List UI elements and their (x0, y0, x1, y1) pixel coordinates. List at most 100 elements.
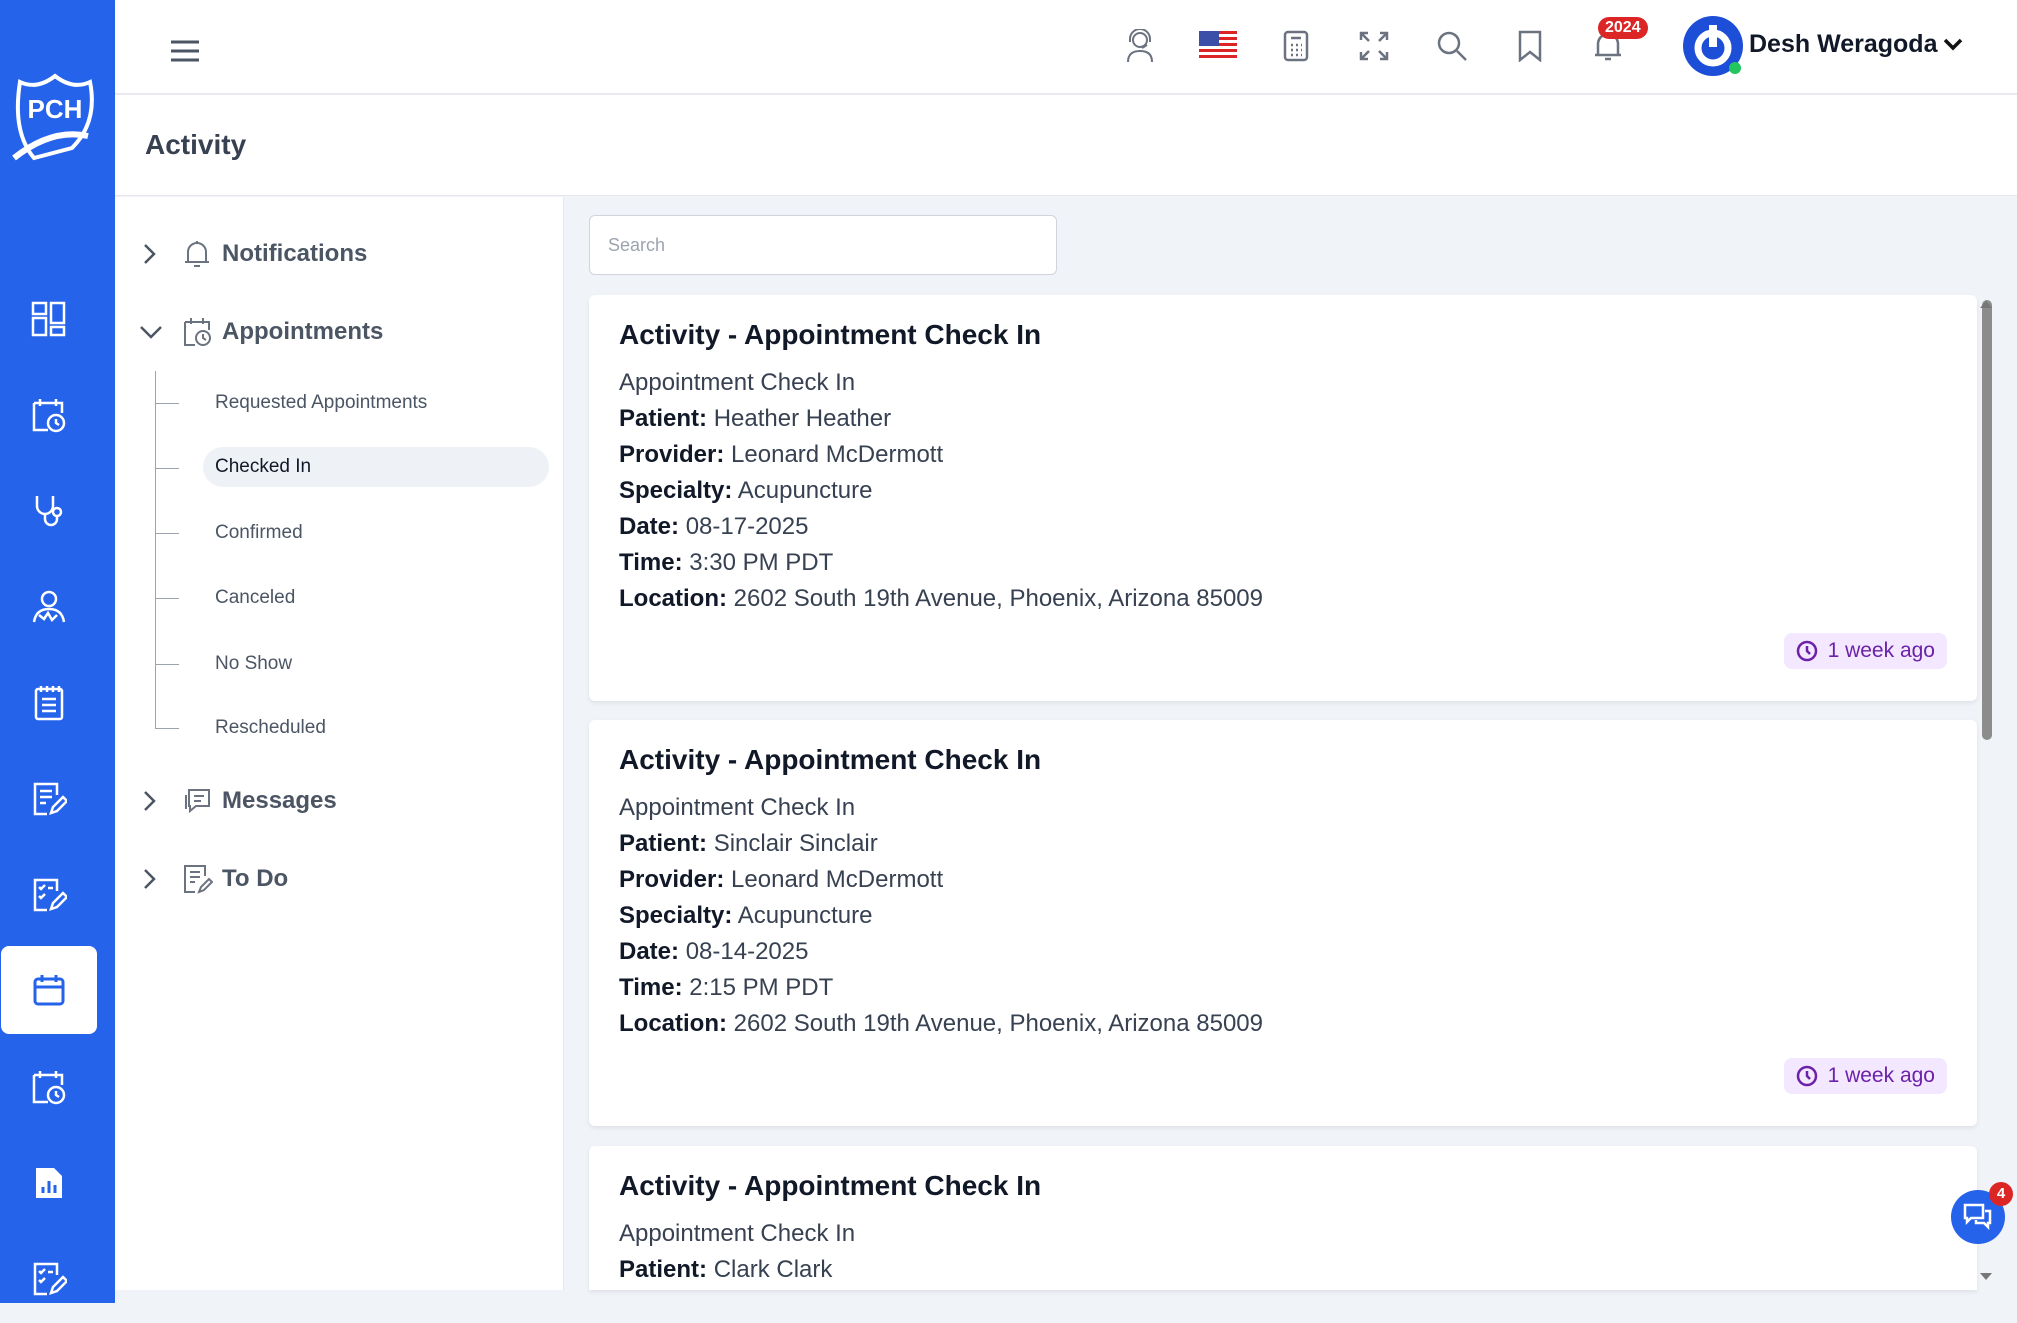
support-button[interactable] (1120, 26, 1160, 66)
bookmark-icon (1518, 30, 1542, 62)
scroll-down-icon[interactable] (1980, 1273, 1992, 1281)
pch-logo[interactable]: PCH (12, 72, 98, 169)
card-subtitle: Appointment Check In (619, 794, 856, 821)
label: Date: (619, 938, 680, 965)
card-subtitle: Appointment Check In (619, 369, 856, 396)
time-value: 3:30 PM PDT (689, 549, 834, 576)
card-title: Activity - Appointment Check In (619, 1170, 1042, 1201)
svg-text:PCH: PCH (28, 94, 83, 124)
sidebar-item-reports[interactable] (1, 1139, 97, 1227)
calendar-clock-icon (184, 318, 211, 346)
location-value: 2602 South 19th Avenue, Phoenix, Arizona… (733, 585, 1263, 612)
message-icon (185, 789, 210, 814)
label: Time: (619, 549, 683, 576)
label: Location: (619, 1010, 727, 1037)
time-ago: 1 week ago (1827, 639, 1935, 662)
tree-item-confirmed[interactable]: Confirmed (215, 522, 303, 543)
tree-item-no-show[interactable]: No Show (215, 653, 293, 674)
calendar-clock-icon (32, 1071, 66, 1105)
search-input[interactable] (589, 215, 1057, 275)
sidebar-item-notes[interactable] (1, 659, 97, 747)
scrollbar-thumb[interactable] (1982, 300, 1992, 740)
patient-icon (32, 590, 66, 623)
patient-value: Heather Heather (713, 405, 892, 432)
sidebar-item-activity[interactable] (1, 946, 97, 1034)
chat-unread-badge: 4 (1989, 1182, 2013, 1206)
search-icon (1437, 31, 1467, 61)
patient-value: Sinclair Sinclair (713, 830, 878, 857)
calendar-icon (33, 975, 65, 1006)
sidebar-item-schedule[interactable] (1, 1043, 97, 1131)
label: Location: (619, 585, 727, 612)
chevron-down-icon[interactable] (1943, 38, 1963, 52)
fullscreen-button[interactable] (1354, 26, 1394, 66)
edit-document-icon (184, 865, 213, 894)
clock-icon (1796, 1065, 1817, 1087)
tree-item-requested-appointments[interactable]: Requested Appointments (215, 392, 428, 413)
location-value: 2602 South 19th Avenue, Phoenix, Arizona… (733, 1010, 1263, 1037)
chevron-right-icon (144, 244, 156, 264)
activity-card[interactable]: Activity - Appointment Check In Appointm… (589, 720, 1977, 1126)
sidebar-item-patients[interactable] (1, 563, 97, 651)
scroll-up-icon[interactable] (1980, 300, 1992, 308)
page-title: Activity (145, 129, 247, 160)
search-button[interactable] (1432, 26, 1472, 66)
date-value: 08-17-2025 (685, 513, 809, 540)
tree-item-rescheduled[interactable]: Rescheduled (215, 717, 326, 738)
specialty-value: Acupuncture (737, 902, 873, 929)
checklist-edit-icon (33, 878, 67, 912)
tree-label: Messages (222, 787, 337, 814)
checklist-icon (33, 1262, 67, 1296)
time-value: 2:15 PM PDT (689, 974, 834, 1001)
card-title: Activity - Appointment Check In (619, 744, 1042, 775)
bookmark-button[interactable] (1510, 26, 1550, 66)
label: Provider: (619, 441, 725, 468)
activity-card[interactable]: Activity - Appointment Check In Appointm… (589, 295, 1977, 701)
calculator-button[interactable] (1276, 26, 1316, 66)
stethoscope-icon (35, 496, 63, 527)
label: Provider: (619, 866, 725, 893)
label: Patient: (619, 830, 708, 857)
chevron-right-icon (144, 791, 156, 811)
clock-icon (1796, 640, 1817, 662)
user-avatar[interactable] (1682, 15, 1744, 77)
provider-value: Leonard McDermott (731, 441, 944, 468)
sidebar-item-clinical[interactable] (1, 467, 97, 555)
sidebar: PCH (0, 0, 115, 1303)
chat-button[interactable]: 4 (1951, 1182, 2013, 1244)
patient-value: Clark Clark (713, 1256, 833, 1283)
sidebar-item-checklist[interactable] (1, 1235, 97, 1323)
edit-document-icon (33, 782, 67, 816)
dashboard-icon (31, 301, 66, 337)
language-button[interactable] (1198, 26, 1238, 66)
user-name[interactable]: Desh Weragoda (1749, 30, 1938, 58)
time-ago: 1 week ago (1827, 1064, 1935, 1087)
report-icon (36, 1168, 62, 1198)
date-value: 08-14-2025 (685, 938, 809, 965)
tree-item-canceled[interactable]: Canceled (215, 587, 296, 608)
tree-item-checked-in[interactable]: Checked In (203, 447, 549, 487)
menu-button[interactable] (165, 31, 205, 71)
label: Patient: (619, 405, 708, 432)
label: Patient: (619, 1256, 708, 1283)
card-title: Activity - Appointment Check In (619, 319, 1042, 350)
chat-icon (1963, 1203, 1992, 1231)
notification-count-badge: 2024 (1598, 17, 1648, 39)
sidebar-item-appointments[interactable] (1, 371, 97, 459)
tree-line (155, 371, 156, 728)
expand-icon (1359, 31, 1389, 61)
activity-card[interactable]: Activity - Appointment Check In Appointm… (589, 1146, 1977, 1290)
tree-label: To Do (222, 865, 289, 892)
sidebar-item-tasks[interactable] (1, 851, 97, 939)
chevron-right-icon (144, 869, 156, 889)
us-flag-icon (1199, 31, 1237, 58)
sidebar-item-forms[interactable] (1, 755, 97, 843)
tree-label: Notifications (222, 240, 368, 267)
card-subtitle: Appointment Check In (619, 1220, 856, 1247)
sidebar-item-dashboard[interactable] (1, 275, 97, 363)
bell-icon (185, 241, 209, 267)
provider-value: Leonard McDermott (731, 866, 944, 893)
notebook-icon (34, 686, 64, 721)
calculator-icon (1283, 30, 1309, 62)
time-ago-badge: 1 week ago (1783, 1058, 1947, 1094)
